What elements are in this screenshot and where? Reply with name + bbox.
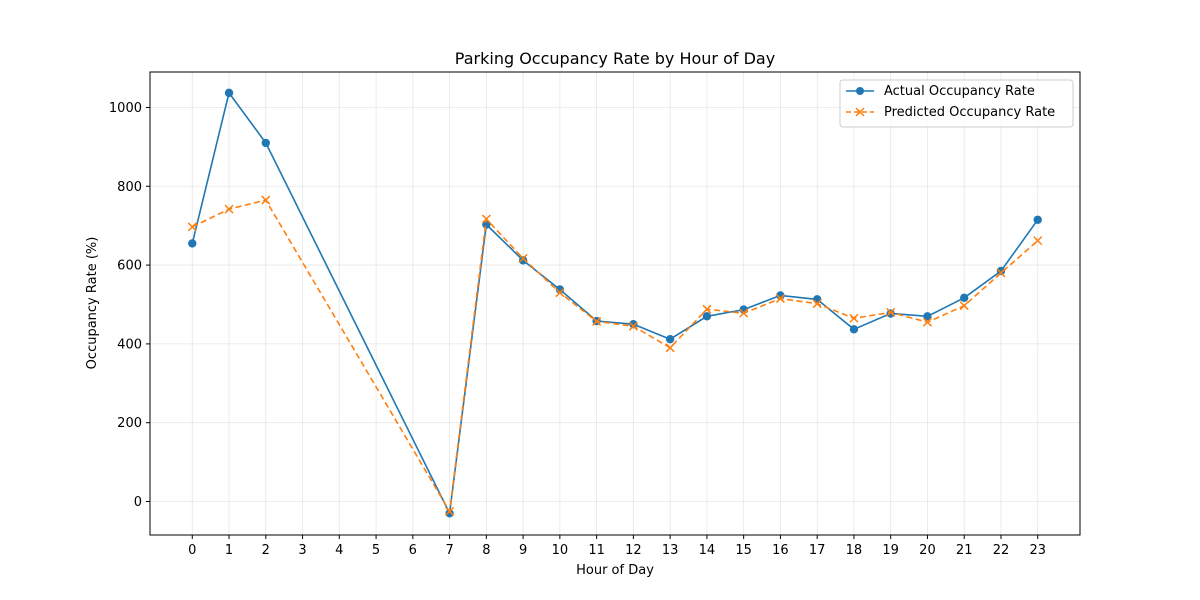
x-tick-label: 14 (699, 543, 716, 558)
x-axis-label: Hour of Day (576, 563, 654, 578)
data-point (188, 239, 197, 248)
data-point (775, 294, 785, 304)
x-tick-label: 23 (1029, 543, 1046, 558)
data-point (812, 299, 822, 309)
data-point (886, 307, 896, 317)
data-point (592, 316, 602, 326)
x-tick-label: 22 (993, 543, 1010, 558)
x-tick-label: 13 (662, 543, 679, 558)
legend-marker-predicted (855, 107, 865, 117)
data-point (739, 308, 749, 318)
data-point (1033, 236, 1043, 246)
data-point (1033, 215, 1042, 224)
x-tick-label: 4 (335, 543, 343, 558)
data-point (959, 301, 969, 311)
data-point (629, 319, 638, 329)
x-tick-label: 10 (552, 543, 569, 558)
x-tick-label: 16 (772, 543, 789, 558)
data-point (923, 312, 932, 321)
data-point (886, 309, 895, 318)
data-point (996, 266, 1006, 276)
y-tick-label: 400 (117, 337, 142, 352)
y-tick-label: 1000 (109, 101, 142, 116)
legend-label-predicted: Predicted Occupancy Rate (884, 105, 1055, 120)
x-tick-label: 2 (262, 543, 270, 558)
data-point (702, 304, 712, 314)
x-tick-label: 20 (919, 543, 936, 558)
data-point (960, 293, 969, 302)
data-point (702, 312, 712, 321)
data-point (665, 334, 675, 344)
data-point (481, 214, 491, 224)
data-point (445, 509, 454, 518)
x-tick-label: 8 (482, 543, 490, 558)
x-tick-label: 11 (588, 543, 605, 558)
x-tick-label: 9 (519, 543, 527, 558)
y-axis: 0 200 400 600 800 1000 (109, 101, 150, 510)
legend-marker-actual (856, 87, 864, 95)
data-point (812, 295, 822, 304)
data-point (261, 195, 271, 205)
x-tick-label: 19 (882, 543, 899, 558)
data-point (224, 88, 234, 98)
x-tick-label: 6 (409, 543, 417, 558)
plot-frame (149, 71, 1081, 536)
data-point (922, 317, 932, 327)
series-layer (187, 88, 1043, 518)
chart-title: Parking Occupancy Rate by Hour of Day (455, 49, 775, 68)
data-point (555, 288, 565, 298)
x-tick-label: 12 (625, 543, 642, 558)
x-tick-label: 1 (225, 543, 233, 558)
data-point (482, 220, 491, 229)
x-axis: 0 1 2 3 4 5 6 7 8 9 10 11 12 13 14 15 16 17 18 19 20 21 22 23 (188, 535, 1046, 558)
y-tick-label: 200 (117, 416, 142, 431)
x-tick-label: 15 (735, 543, 752, 558)
x-tick-label: 5 (372, 543, 380, 558)
grid-layer (150, 72, 1080, 535)
data-point (445, 506, 455, 516)
x-tick-label: 0 (188, 543, 196, 558)
data-point (628, 321, 638, 331)
data-point (224, 204, 234, 214)
x-tick-label: 3 (298, 543, 306, 558)
data-point (849, 325, 859, 334)
legend: Actual Occupancy Rate Predicted Occupanc… (839, 79, 1074, 128)
x-tick-label: 17 (809, 543, 826, 558)
x-tick-label: 21 (956, 543, 973, 558)
legend-frame (839, 79, 1074, 128)
data-point (187, 222, 197, 232)
legend-label-actual: Actual Occupancy Rate (884, 84, 1035, 99)
y-axis-label: Occupancy Rate (%) (85, 237, 100, 370)
data-point (996, 268, 1006, 278)
data-point (849, 313, 859, 323)
y-tick-label: 600 (117, 259, 142, 274)
x-tick-label: 7 (445, 543, 453, 558)
x-tick-label: 18 (846, 543, 863, 558)
y-tick-label: 0 (134, 495, 142, 510)
data-point (665, 343, 675, 353)
y-tick-label: 800 (117, 180, 142, 195)
series-line-1 (191, 199, 1039, 514)
data-point (261, 138, 270, 148)
series-line-0 (191, 91, 1039, 517)
data-point (518, 253, 528, 263)
data-point (518, 256, 528, 265)
